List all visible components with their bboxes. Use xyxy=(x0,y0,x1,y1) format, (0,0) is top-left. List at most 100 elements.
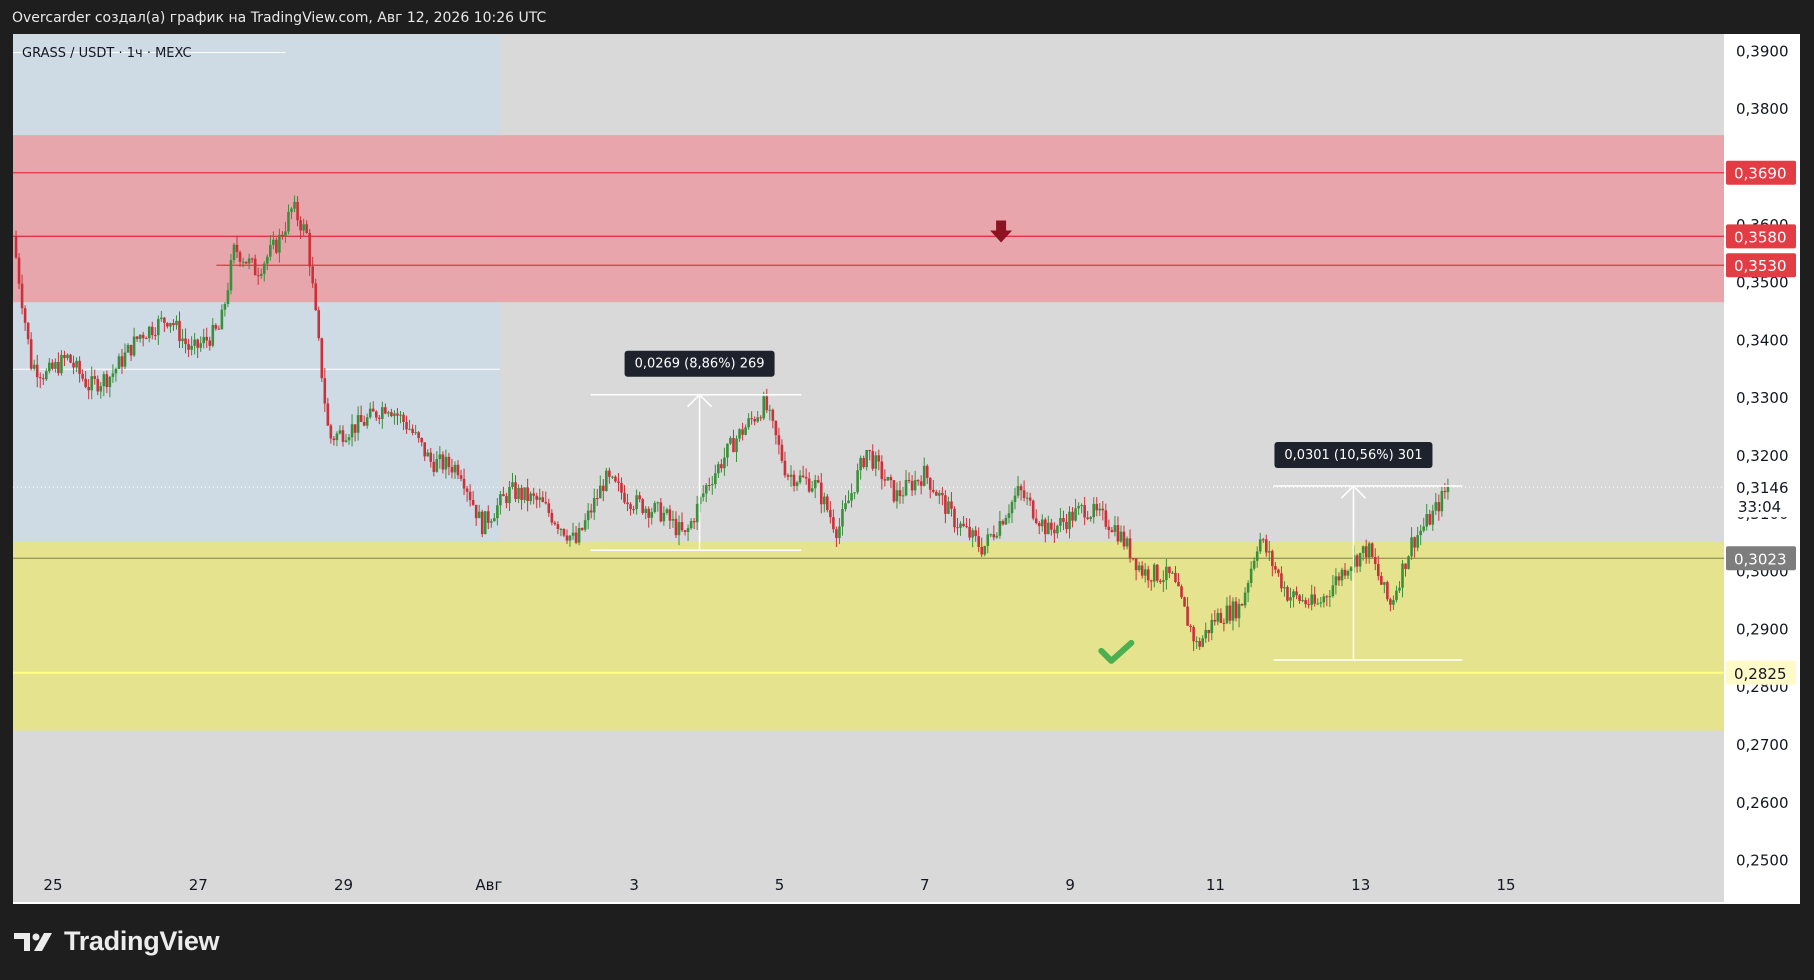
candle xyxy=(66,353,69,361)
candle-body xyxy=(695,503,699,523)
candle xyxy=(1370,542,1374,559)
candle-body xyxy=(950,501,953,509)
candle-body xyxy=(90,376,94,391)
candle-body xyxy=(692,521,696,523)
candle xyxy=(1349,566,1353,581)
candle-body xyxy=(750,418,753,420)
candle-body xyxy=(1016,486,1020,496)
measure-tool[interactable]: 0,0269 (8,86%) 269 xyxy=(590,350,802,551)
candle xyxy=(919,475,923,495)
candle xyxy=(1134,558,1138,581)
price-label: 0,3580 xyxy=(1726,224,1796,249)
candle-body xyxy=(1237,604,1241,619)
candle-body xyxy=(54,361,57,369)
candle xyxy=(1234,597,1238,622)
candle-body xyxy=(853,492,856,494)
candle xyxy=(632,505,635,514)
candle xyxy=(980,537,984,557)
candle xyxy=(1216,608,1220,626)
candle xyxy=(471,491,475,506)
candle xyxy=(1149,579,1153,591)
candle xyxy=(317,306,321,341)
candle-body xyxy=(320,338,324,379)
candle-body xyxy=(157,319,160,336)
candle xyxy=(741,422,744,441)
candle xyxy=(287,204,290,235)
candle-body xyxy=(1307,604,1310,606)
candle xyxy=(262,261,266,282)
candle xyxy=(925,464,929,485)
candle xyxy=(538,488,542,508)
measure-arrowhead xyxy=(687,393,713,408)
candle-body xyxy=(393,413,396,417)
candle-body xyxy=(717,464,720,474)
candle xyxy=(117,353,121,370)
candle-body xyxy=(1422,526,1425,531)
candle-body xyxy=(1152,564,1156,582)
candle xyxy=(371,401,375,412)
candle xyxy=(816,475,820,484)
candle-body xyxy=(1165,566,1168,581)
candle xyxy=(1255,546,1259,568)
candle xyxy=(665,507,669,515)
candle-body xyxy=(574,532,578,543)
price-label-text: 0,3530 xyxy=(1734,257,1787,275)
candle-body xyxy=(1328,596,1332,598)
candle-body xyxy=(1007,513,1011,518)
candle-body xyxy=(865,450,868,468)
candle xyxy=(1328,590,1332,608)
candle xyxy=(577,522,581,546)
candle-body xyxy=(941,492,944,496)
candle xyxy=(804,468,808,485)
candle xyxy=(692,518,696,529)
candle xyxy=(953,506,956,533)
candle-body xyxy=(1092,503,1096,518)
candle xyxy=(214,323,218,331)
candle xyxy=(674,511,678,539)
candle-body xyxy=(1240,604,1244,606)
candle-body xyxy=(23,308,27,323)
candle xyxy=(962,516,965,528)
candle-body xyxy=(299,220,302,231)
candle xyxy=(335,431,339,447)
candle-body xyxy=(617,481,620,483)
candle xyxy=(362,415,366,427)
candle-body xyxy=(868,450,872,452)
candle-body xyxy=(508,487,511,504)
candle xyxy=(668,505,672,530)
candle xyxy=(311,256,314,289)
candle-body xyxy=(511,482,514,488)
candle xyxy=(704,483,708,503)
candle-body xyxy=(41,378,45,380)
candle xyxy=(901,486,905,504)
candle xyxy=(157,315,160,345)
candle-body xyxy=(347,437,351,441)
candle xyxy=(574,526,578,545)
candle-body xyxy=(614,476,617,482)
candle xyxy=(353,424,357,442)
candle xyxy=(111,364,115,383)
candle xyxy=(1013,487,1017,510)
candle xyxy=(459,469,463,482)
candle-body xyxy=(947,501,950,514)
candle xyxy=(1110,527,1114,533)
candle xyxy=(819,473,823,514)
candle-body xyxy=(701,493,705,498)
candle-body xyxy=(1325,596,1329,598)
candle-body xyxy=(1222,622,1226,624)
candle-body xyxy=(859,457,862,471)
candle-body xyxy=(208,340,212,346)
candle xyxy=(299,216,302,240)
candle xyxy=(314,278,318,312)
measure-tool[interactable]: 0,0301 (10,56%) 301 xyxy=(1273,442,1463,661)
candle xyxy=(359,405,363,423)
last-price-value: 0,3146 xyxy=(1736,479,1789,497)
candle xyxy=(308,229,311,277)
candle xyxy=(329,423,333,444)
candle-body xyxy=(217,328,221,330)
price-label-text: 0,3580 xyxy=(1734,228,1787,246)
candle xyxy=(63,350,66,367)
candle-body xyxy=(281,234,284,237)
brand-footer[interactable]: TradingView xyxy=(14,926,220,957)
